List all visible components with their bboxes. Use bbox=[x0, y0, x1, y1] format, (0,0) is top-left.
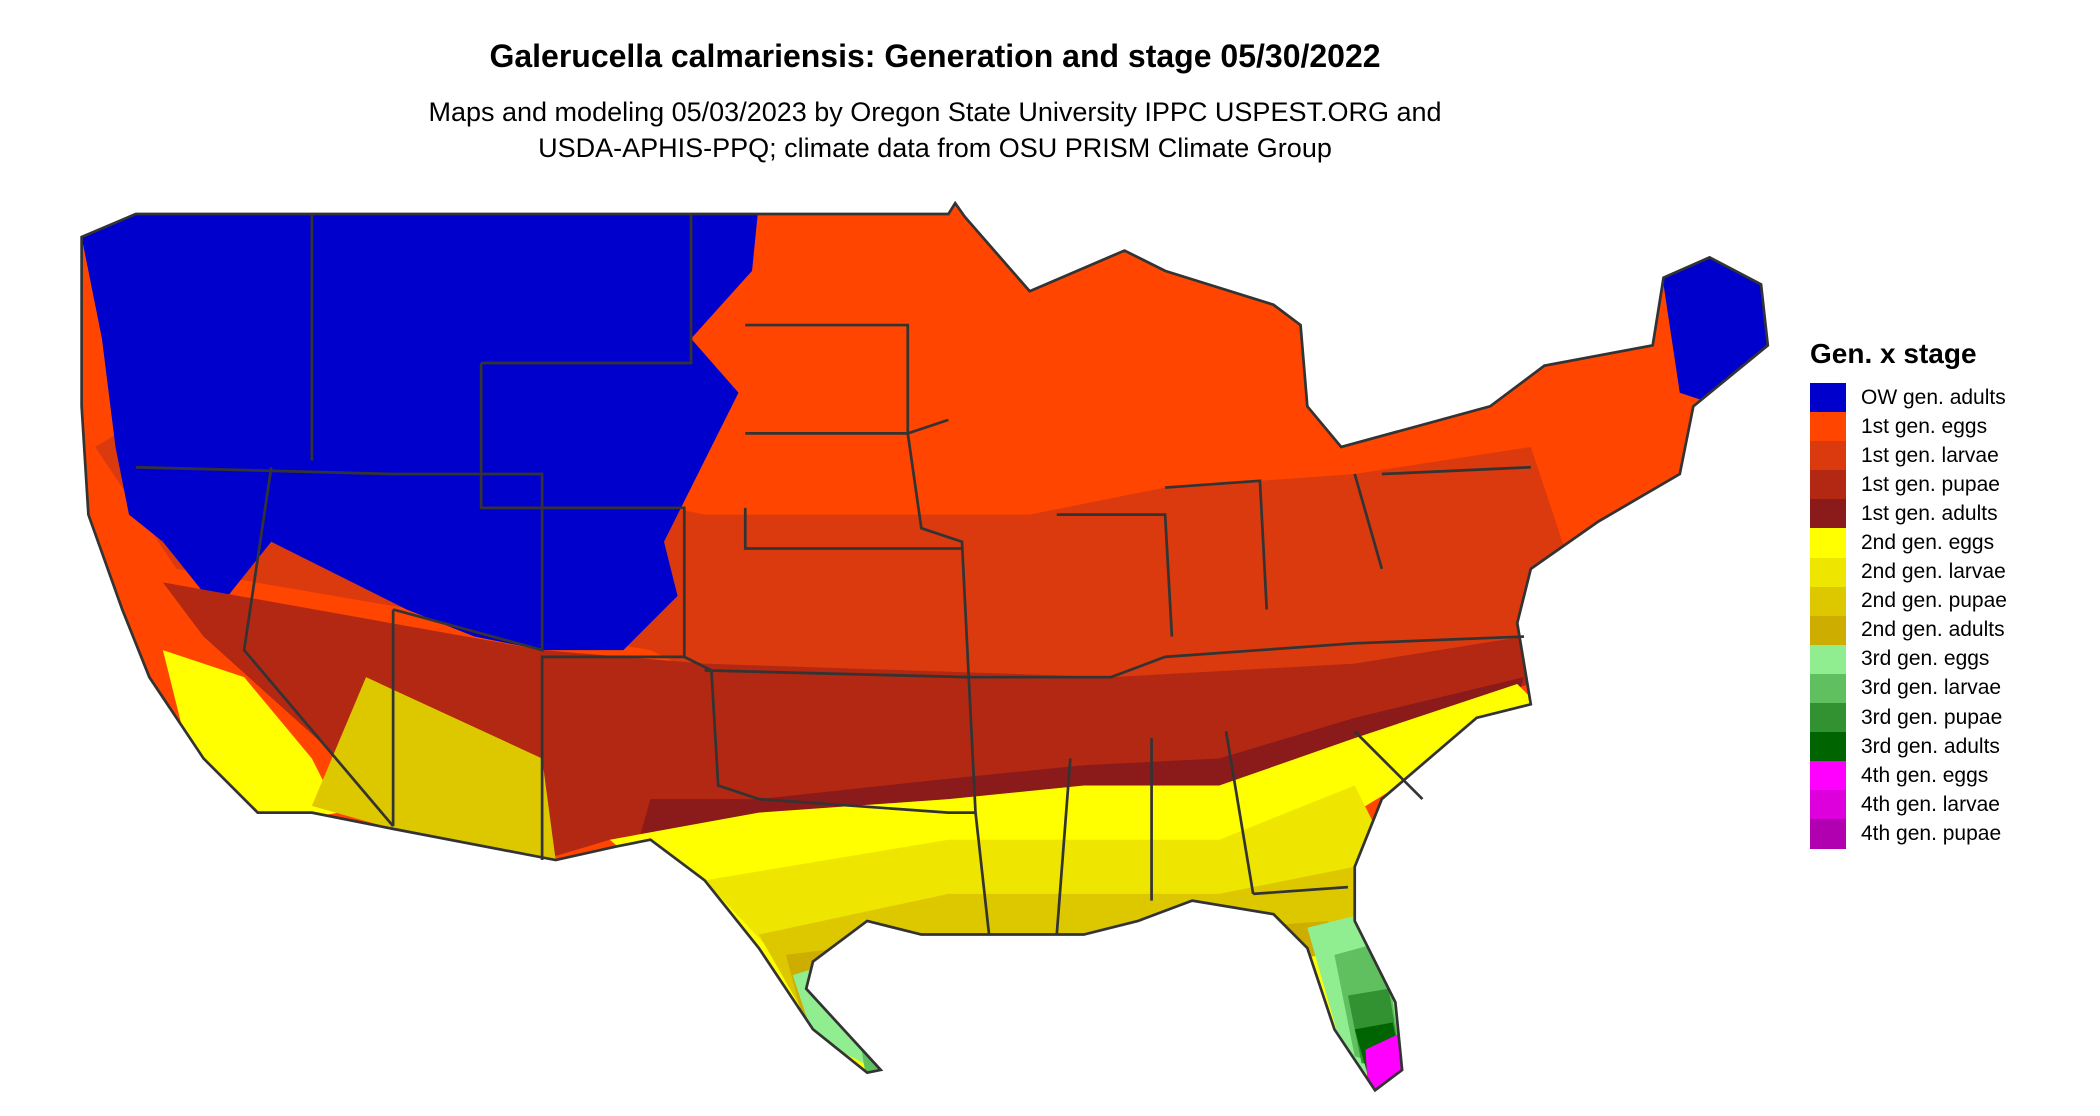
legend-swatch bbox=[1810, 557, 1846, 587]
legend-item: 4th gen. eggs bbox=[1810, 761, 2007, 791]
legend-item: 2nd gen. eggs bbox=[1810, 528, 2007, 558]
legend-swatch bbox=[1810, 470, 1846, 500]
region-2nd-gen-pupae-sw bbox=[311, 677, 556, 861]
legend-swatch bbox=[1810, 703, 1846, 733]
legend-label: 1st gen. pupae bbox=[1861, 472, 2000, 496]
legend-entries: OW gen. adults 1st gen. eggs 1st gen. larv… bbox=[1810, 383, 2007, 849]
legend-item: 4th gen. pupae bbox=[1810, 819, 2007, 849]
legend-swatch bbox=[1810, 441, 1846, 471]
legend-swatch bbox=[1810, 499, 1846, 529]
legend-swatch bbox=[1810, 732, 1846, 762]
legend-label: 3rd gen. eggs bbox=[1861, 647, 1990, 671]
legend-item: 2nd gen. larvae bbox=[1810, 557, 2007, 587]
legend-label: 2nd gen. pupae bbox=[1861, 589, 2007, 613]
legend-item: 3rd gen. eggs bbox=[1810, 644, 2007, 674]
legend-item: 1st gen. eggs bbox=[1810, 412, 2007, 442]
legend-label: 1st gen. larvae bbox=[1861, 443, 1999, 467]
legend-label: 4th gen. pupae bbox=[1861, 821, 2002, 845]
map-subtitle: Maps and modeling 05/03/2023 by Oregon S… bbox=[0, 94, 1870, 166]
legend-label: 3rd gen. larvae bbox=[1861, 676, 2002, 700]
subtitle-line-1: Maps and modeling 05/03/2023 by Oregon S… bbox=[428, 97, 1442, 127]
legend-swatch bbox=[1810, 819, 1846, 849]
legend-swatch bbox=[1810, 586, 1846, 616]
legend-swatch bbox=[1810, 383, 1846, 413]
legend-label: 1st gen. adults bbox=[1861, 501, 1998, 525]
legend-item: 3rd gen. adults bbox=[1810, 732, 2007, 762]
legend-swatch bbox=[1810, 615, 1846, 645]
region-2nd-gen-adults bbox=[785, 920, 1355, 1057]
legend-label: 2nd gen. adults bbox=[1861, 618, 2005, 642]
legend-swatch bbox=[1810, 412, 1846, 442]
legend-label: OW gen. adults bbox=[1861, 385, 2006, 409]
legend-swatch bbox=[1810, 790, 1846, 820]
map-title: Galerucella calmariensis: Generation and… bbox=[489, 38, 1381, 74]
legend-swatch bbox=[1810, 644, 1846, 674]
legend-title: Gen. x stage bbox=[1810, 338, 1977, 369]
legend-label: 2nd gen. larvae bbox=[1861, 560, 2006, 584]
legend-item: 1st gen. adults bbox=[1810, 499, 2007, 529]
legend-item: 1st gen. pupae bbox=[1810, 470, 2007, 500]
region-1st-gen-adults bbox=[636, 677, 1525, 847]
legend-item: 2nd gen. pupae bbox=[1810, 586, 2007, 616]
legend-label: 4th gen. eggs bbox=[1861, 763, 1989, 787]
legend-item: 2nd gen. adults bbox=[1810, 615, 2007, 645]
legend-label: 2nd gen. eggs bbox=[1861, 531, 1995, 555]
region-ow-gen-adults bbox=[81, 203, 759, 651]
region-2nd-gen-eggs-sw bbox=[162, 650, 339, 827]
legend-swatch bbox=[1810, 761, 1846, 791]
legend-item: OW gen. adults bbox=[1810, 383, 2007, 413]
state-borders bbox=[80, 201, 1770, 1092]
legend-item: 1st gen. larvae bbox=[1810, 441, 2007, 471]
legend-swatch bbox=[1810, 528, 1846, 558]
subtitle-line-2: USDA-APHIS-PPQ; climate data from OSU PR… bbox=[538, 133, 1332, 163]
legend-label: 4th gen. larvae bbox=[1861, 792, 2000, 816]
legend-label: 1st gen. eggs bbox=[1861, 414, 1988, 438]
legend-label: 3rd gen. pupae bbox=[1861, 705, 2003, 729]
legend-item: 3rd gen. pupae bbox=[1810, 703, 2007, 733]
legend-label: 3rd gen. adults bbox=[1861, 734, 2000, 758]
legend-swatch bbox=[1810, 673, 1846, 704]
legend: Gen. x stage OW gen. adults 1st gen. eggs… bbox=[1810, 338, 2007, 849]
legend-item: 3rd gen. larvae bbox=[1810, 673, 2007, 704]
legend-item: 4th gen. larvae bbox=[1810, 790, 2007, 820]
